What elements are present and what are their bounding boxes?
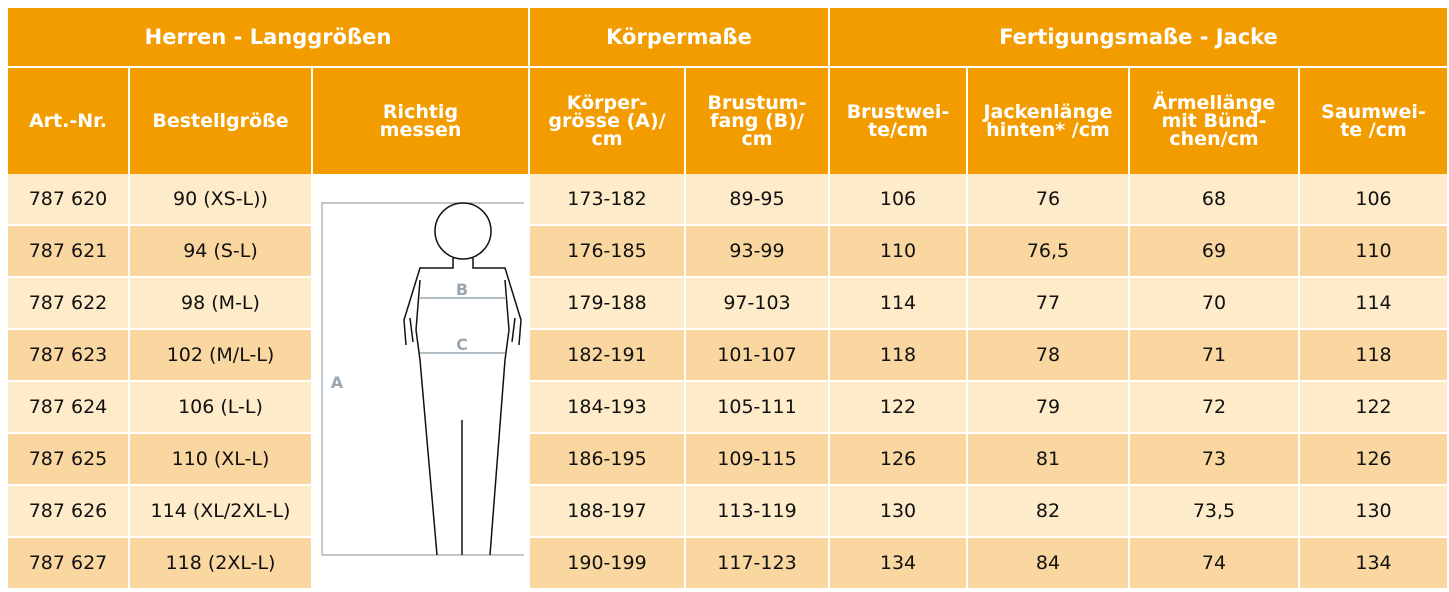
cell: 176-185	[530, 226, 686, 278]
cell: 110	[830, 226, 968, 278]
cell: 79	[968, 382, 1130, 434]
cell: 102 (M/L-L)	[130, 330, 313, 382]
column-title: Bestellgröße	[130, 66, 313, 174]
cell: 126	[830, 434, 968, 486]
body	[403, 258, 522, 556]
cell: 82	[968, 486, 1130, 538]
column-title: Jackenlänge hinten* /cm	[968, 66, 1130, 174]
cell: 114	[1300, 278, 1449, 330]
cell: 787 625	[8, 434, 130, 486]
cell: 117-123	[686, 538, 830, 590]
cell: 101-107	[686, 330, 830, 382]
cell: 188-197	[530, 486, 686, 538]
cell: 89-95	[686, 174, 830, 226]
cell: 70	[1130, 278, 1300, 330]
label-b: B	[456, 280, 468, 299]
cell: 179-188	[530, 278, 686, 330]
cell: 76,5	[968, 226, 1130, 278]
column-title: Brustwei- te/cm	[830, 66, 968, 174]
cell: 74	[1130, 538, 1300, 590]
cell: 106	[830, 174, 968, 226]
cell: 113-119	[686, 486, 830, 538]
head	[434, 202, 492, 260]
column-title: Saumwei- te /cm	[1300, 66, 1449, 174]
cell: 190-199	[530, 538, 686, 590]
cell: 118 (2XL-L)	[130, 538, 313, 590]
cell: 110 (XL-L)	[130, 434, 313, 486]
cell: 84	[968, 538, 1130, 590]
column-title: Art.-Nr.	[8, 66, 130, 174]
cell: 186-195	[530, 434, 686, 486]
cell: 134	[830, 538, 968, 590]
cell: 90 (XS-L))	[130, 174, 313, 226]
cell: 787 624	[8, 382, 130, 434]
cell: 94 (S-L)	[130, 226, 313, 278]
cell: 118	[830, 330, 968, 382]
column-title: Richtig messen	[313, 66, 530, 174]
cell: 787 627	[8, 538, 130, 590]
cell: 130	[830, 486, 968, 538]
cell: 69	[1130, 226, 1300, 278]
cell: 98 (M-L)	[130, 278, 313, 330]
cell: 134	[1300, 538, 1449, 590]
cell: 81	[968, 434, 1130, 486]
measure-a	[321, 202, 524, 556]
cell: 787 626	[8, 486, 130, 538]
cell: 68	[1130, 174, 1300, 226]
cell: 114	[830, 278, 968, 330]
group-title: Herren - Langgrößen	[8, 8, 530, 66]
cell: 93-99	[686, 226, 830, 278]
label-a: A	[331, 373, 344, 392]
cell: 787 621	[8, 226, 130, 278]
cell: 73,5	[1130, 486, 1300, 538]
cell: 787 623	[8, 330, 130, 382]
label-c: C	[456, 335, 468, 354]
column-title: Brustum- fang (B)/ cm	[686, 66, 830, 174]
column-title: Ärmellänge mit Bünd- chen/cm	[1130, 66, 1300, 174]
column-title: Körper- grösse (A)/ cm	[530, 66, 686, 174]
cell: 787 620	[8, 174, 130, 226]
cell: 118	[1300, 330, 1449, 382]
cell: 184-193	[530, 382, 686, 434]
cell: 126	[1300, 434, 1449, 486]
cell: 76	[968, 174, 1130, 226]
cell: 73	[1130, 434, 1300, 486]
cell: 110	[1300, 226, 1449, 278]
cell: 130	[1300, 486, 1449, 538]
cell: 173-182	[530, 174, 686, 226]
cell: 787 622	[8, 278, 130, 330]
group-title: Fertigungsmaße - Jacke	[830, 8, 1449, 66]
cell: 97-103	[686, 278, 830, 330]
group-title: Körpermaße	[530, 8, 830, 66]
cell: 106 (L-L)	[130, 382, 313, 434]
cell: 105-111	[686, 382, 830, 434]
cell: 78	[968, 330, 1130, 382]
cell: 71	[1130, 330, 1300, 382]
cell: 122	[830, 382, 968, 434]
cell: 114 (XL/2XL-L)	[130, 486, 313, 538]
cell: 72	[1130, 382, 1300, 434]
cell: 106	[1300, 174, 1449, 226]
cell: 122	[1300, 382, 1449, 434]
cell: 109-115	[686, 434, 830, 486]
cell: 182-191	[530, 330, 686, 382]
cell: 77	[968, 278, 1130, 330]
